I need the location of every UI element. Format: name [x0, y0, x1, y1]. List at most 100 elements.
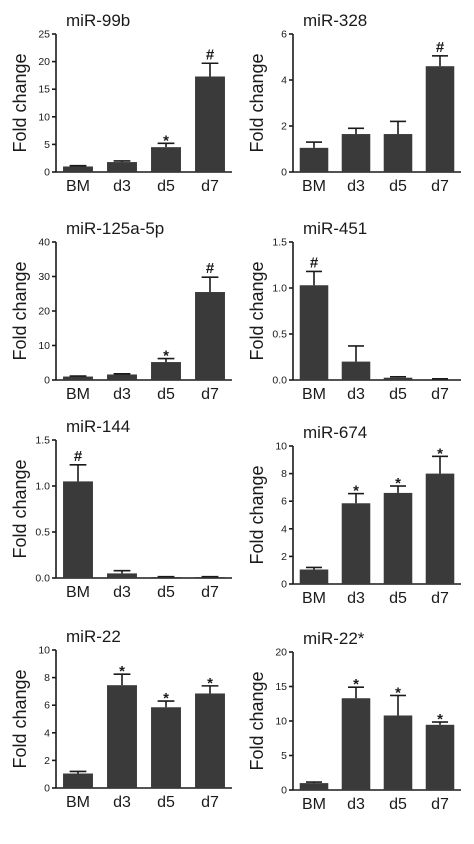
x-tick-label: d7 — [201, 178, 219, 195]
y-tick-label: 15 — [38, 84, 50, 96]
bar — [341, 134, 371, 172]
x-tick-label: BM — [66, 178, 90, 195]
x-tick-label: d3 — [113, 386, 131, 403]
x-tick-label: d3 — [347, 590, 365, 607]
y-tick-label: 0 — [44, 783, 50, 795]
y-tick-label: 0 — [44, 375, 50, 387]
bar — [107, 573, 137, 578]
x-tick-label: BM — [66, 386, 90, 403]
y-axis-label: Fold change — [247, 53, 267, 152]
y-tick-label: 30 — [38, 271, 50, 283]
bar — [195, 292, 225, 380]
x-tick-label: BM — [66, 794, 90, 811]
y-tick-label: 15 — [275, 681, 287, 693]
x-tick-label: d5 — [157, 386, 175, 403]
y-tick-label: 1.0 — [35, 481, 50, 493]
panel-title: miR-328 — [303, 11, 367, 30]
significance-asterisk: * — [437, 711, 443, 728]
x-tick-label: d7 — [431, 178, 449, 195]
y-axis-label: Fold change — [247, 261, 267, 360]
chart-panel: miR-22* Fold change 0 5 10 15 20 BM * d3 * d5 * d7 — [247, 629, 461, 813]
y-axis-label: Fold change — [10, 53, 30, 152]
significance-hash: # — [206, 46, 215, 63]
x-tick-label: d7 — [201, 794, 219, 811]
significance-hash: # — [74, 448, 83, 465]
y-tick-label: 10 — [275, 716, 287, 728]
bar — [341, 698, 371, 790]
bar — [341, 361, 371, 380]
x-tick-label: d5 — [157, 794, 175, 811]
y-axis-label: Fold change — [247, 671, 267, 770]
y-tick-label: 10 — [38, 340, 50, 352]
y-tick-label: 8 — [281, 468, 287, 480]
y-tick-label: 8 — [44, 672, 50, 684]
bar — [383, 377, 413, 380]
y-tick-label: 5 — [281, 750, 287, 762]
panel-title: miR-144 — [66, 417, 130, 436]
bar — [425, 66, 455, 172]
y-tick-label: 0.0 — [272, 375, 287, 387]
bar — [107, 685, 137, 788]
y-tick-label: 25 — [38, 29, 50, 41]
significance-asterisk: * — [353, 676, 359, 693]
y-tick-label: 6 — [44, 700, 50, 712]
significance-hash: # — [206, 260, 215, 277]
chart-panel: miR-674 Fold change 0 2 4 6 8 10 BM * d3 * d5 * d7 — [247, 423, 461, 607]
y-tick-label: 0 — [281, 167, 287, 179]
y-tick-label: 5 — [44, 139, 50, 151]
y-tick-label: 0.5 — [272, 329, 287, 341]
chart-panel: miR-144 Fold change 0.0 0.5 1.0 1.5 # BM d3 d5 d7 — [10, 417, 232, 601]
panel-title: miR-22* — [303, 629, 365, 648]
x-tick-label: d7 — [431, 386, 449, 403]
bar — [341, 503, 371, 584]
y-tick-label: 0 — [44, 167, 50, 179]
y-axis-label: Fold change — [247, 465, 267, 564]
y-axis-label: Fold change — [10, 669, 30, 768]
y-tick-label: 6 — [281, 496, 287, 508]
x-tick-label: d7 — [431, 796, 449, 813]
x-tick-label: d5 — [389, 178, 407, 195]
significance-asterisk: * — [163, 348, 169, 365]
panel-title: miR-451 — [303, 219, 367, 238]
x-tick-label: d3 — [347, 796, 365, 813]
y-tick-label: 20 — [38, 56, 50, 68]
significance-asterisk: * — [163, 132, 169, 149]
bar — [299, 147, 329, 172]
bar — [299, 783, 329, 790]
y-axis-label: Fold change — [10, 261, 30, 360]
y-tick-label: 2 — [281, 551, 287, 563]
x-tick-label: d7 — [201, 386, 219, 403]
bar — [107, 374, 137, 380]
chart-panel: miR-125a-5p Fold change 0 10 20 30 40 BM d3 * d5 # d… — [10, 219, 232, 403]
y-tick-label: 4 — [281, 523, 287, 535]
chart-panel: miR-99b Fold change 0 5 10 15 20 25 BM d3 * d5 # d7 — [10, 11, 232, 195]
x-tick-label: d3 — [347, 386, 365, 403]
x-tick-label: d7 — [431, 590, 449, 607]
y-tick-label: 40 — [38, 237, 50, 249]
y-tick-label: 20 — [275, 647, 287, 659]
bar — [299, 285, 329, 380]
significance-hash: # — [436, 39, 445, 56]
y-tick-label: 4 — [44, 727, 50, 739]
panel-title: miR-22 — [66, 627, 121, 646]
x-tick-label: d3 — [347, 178, 365, 195]
bar — [63, 773, 93, 788]
bar — [107, 162, 137, 172]
significance-asterisk: * — [163, 690, 169, 707]
x-tick-label: d5 — [389, 590, 407, 607]
x-tick-label: d5 — [389, 796, 407, 813]
y-tick-label: 1.0 — [272, 283, 287, 295]
y-tick-label: 2 — [281, 121, 287, 133]
x-tick-label: BM — [302, 796, 326, 813]
x-tick-label: d3 — [113, 584, 131, 601]
y-tick-label: 0.5 — [35, 527, 50, 539]
x-tick-label: d5 — [157, 178, 175, 195]
y-tick-label: 2 — [44, 755, 50, 767]
significance-asterisk: * — [119, 663, 125, 680]
bar — [299, 569, 329, 584]
panel-title: miR-674 — [303, 423, 367, 442]
bar — [195, 577, 225, 578]
y-tick-label: 0 — [281, 579, 287, 591]
x-tick-label: d5 — [389, 386, 407, 403]
